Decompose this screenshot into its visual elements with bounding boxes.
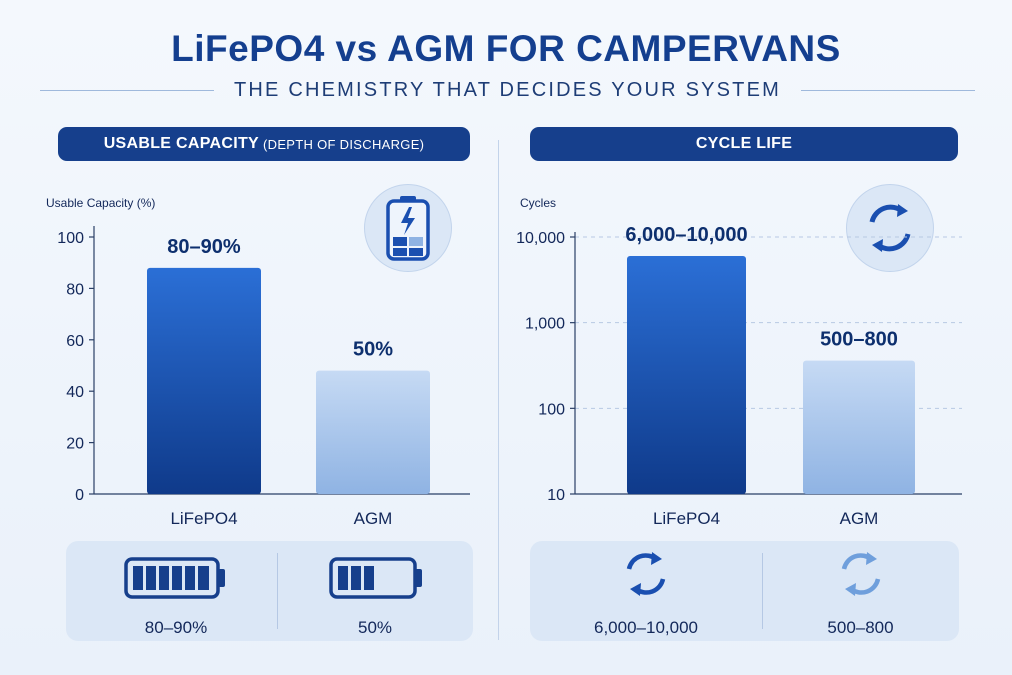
panel-divider	[498, 140, 499, 640]
cycle-arrows-dark-icon	[619, 541, 673, 601]
cycle-data-label-lifepo4: 6,000–10,000	[625, 224, 747, 246]
battery-half-icon	[325, 541, 425, 601]
capacity-data-label-agm: 50%	[353, 339, 393, 361]
capacity-bar-chart: Usable Capacity (%) 0 20 40 60 80 100 80–90% L…	[46, 196, 470, 528]
cycle-y-axis-label: Cycles	[520, 196, 556, 210]
capacity-x-tick-label-lifepo4: LiFePO4	[170, 509, 237, 528]
capacity-y-tick-label: 0	[75, 487, 84, 504]
cycle-summary-lifepo4: 6,000–10,000	[530, 541, 762, 641]
capacity-summary-agm-value: 50%	[357, 618, 393, 637]
cycle-bar-chart: Cycles 10 100 1,000 10,000 6,000–10,000 LiFe…	[516, 196, 962, 528]
cycle-x-tick-label-agm: AGM	[840, 509, 879, 528]
capacity-y-tick-label: 40	[66, 384, 84, 401]
capacity-summary-separator	[277, 553, 278, 629]
subtitle-row: THE CHEMISTRY THAT DECIDES YOUR SYSTEM	[40, 76, 975, 104]
capacity-summary-card: 80–90% 50%	[66, 541, 473, 641]
capacity-y-tick-label: 100	[57, 230, 84, 247]
capacity-y-tick-label: 60	[66, 333, 84, 350]
page-subtitle: THE CHEMISTRY THAT DECIDES YOUR SYSTEM	[233, 78, 782, 101]
cycle-header-label: CYCLE LIFE	[695, 135, 793, 152]
cycle-summary-agm-value: 500–800	[827, 618, 894, 637]
cycle-summary-agm: 500–800	[762, 541, 959, 641]
cycle-bar-lifepo4	[627, 256, 746, 494]
capacity-bar-agm	[316, 370, 430, 494]
cycle-arrows-light-icon	[834, 541, 888, 601]
capacity-data-label-lifepo4: 80–90%	[167, 236, 241, 258]
capacity-y-axis-label: Usable Capacity (%)	[46, 196, 155, 210]
capacity-summary-lifepo4: 80–90%	[66, 541, 286, 641]
cycle-y-tick-label: 10	[547, 487, 565, 504]
capacity-panel-header: USABLE CAPACITY (DEPTH OF DISCHARGE)	[58, 127, 470, 161]
capacity-summary-lifepo4-value: 80–90%	[144, 618, 208, 637]
subtitle-rule-right	[801, 89, 975, 91]
cycle-arrows-icon	[846, 184, 934, 272]
cycle-y-tick-label: 10,000	[516, 230, 565, 247]
page-title: LiFePO4 vs AGM FOR CAMPERVANS	[171, 28, 841, 69]
cycle-summary-card: 6,000–10,000 500–800	[530, 541, 959, 641]
capacity-header-sub: (DEPTH OF DISCHARGE)	[263, 136, 425, 152]
cycle-y-tick-label: 1,000	[525, 316, 565, 333]
subtitle-rule-left	[40, 89, 214, 91]
battery-charging-icon	[364, 184, 452, 272]
cycle-data-label-agm: 500–800	[820, 329, 898, 351]
cycle-summary-separator	[762, 553, 763, 629]
battery-full-icon	[124, 541, 228, 601]
capacity-y-tick-label: 20	[66, 436, 84, 453]
cycle-y-tick-label: 100	[538, 401, 565, 418]
cycle-bar-agm	[803, 360, 915, 494]
cycle-panel-header: CYCLE LIFE	[530, 127, 958, 161]
capacity-y-tick-label: 80	[66, 281, 84, 298]
capacity-bar-lifepo4	[147, 267, 261, 494]
capacity-x-tick-label-agm: AGM	[354, 509, 393, 528]
cycle-x-tick-label-lifepo4: LiFePO4	[653, 509, 720, 528]
capacity-header-label: USABLE CAPACITY	[103, 135, 260, 152]
capacity-summary-agm: 50%	[277, 541, 473, 641]
cycle-summary-lifepo4-value: 6,000–10,000	[594, 618, 698, 637]
